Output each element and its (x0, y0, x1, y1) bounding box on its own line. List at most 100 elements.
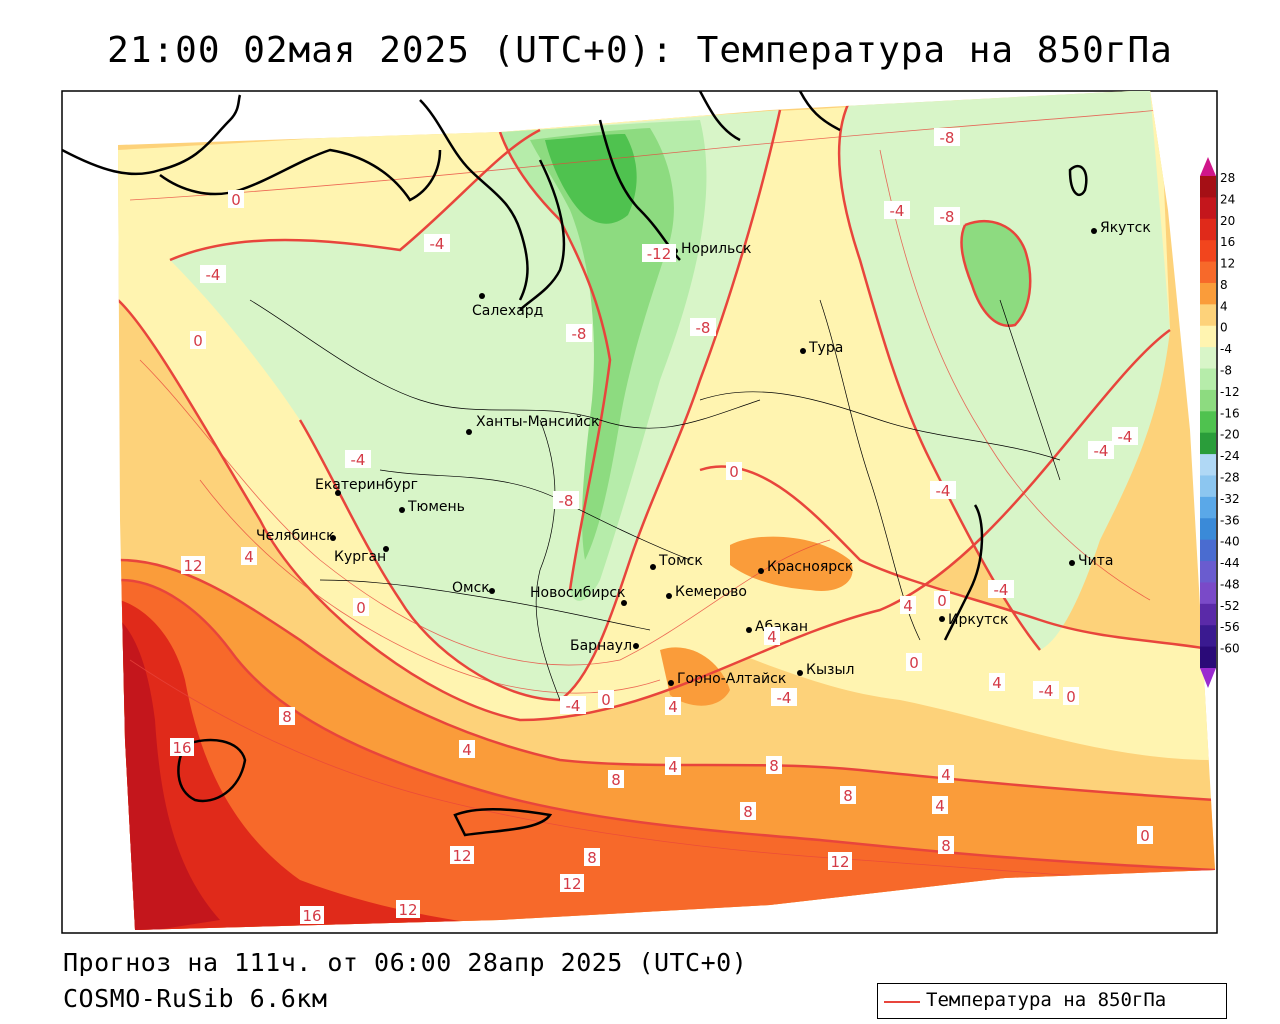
colorbar: 28 24 20 16 12 8 4 0 -4 -8 -12 -16 -20 -24 -28 -32 -36 -4… (1200, 157, 1240, 688)
coastline (62, 91, 1088, 837)
zone-warm-altai (660, 647, 730, 706)
zone-warm-krasnoyarsk (730, 536, 853, 591)
colorbar-tick-label: 0 (1220, 321, 1228, 335)
colorbar-cell (1200, 368, 1216, 391)
isotherm-label: 4 (935, 797, 945, 815)
isotherm-label: 4 (992, 674, 1002, 692)
colorbar-tick-label: -56 (1220, 620, 1240, 634)
isotherm-label: 0 (1066, 688, 1076, 706)
isotherm-label: 8 (843, 787, 853, 805)
city-label-tyumen: Тюмень (407, 499, 465, 515)
isotherm-label: -8 (559, 492, 574, 510)
city-label-gorno-altaysk: Горно-Алтайск (677, 671, 786, 687)
isotherm-thin-lines (129, 109, 1215, 886)
isotherm-label: 16 (302, 907, 321, 925)
isotherm-label: 4 (903, 597, 913, 615)
isotherm-label: 0 (231, 191, 241, 209)
isotherm-label: 8 (769, 757, 779, 775)
isotherm-label: 8 (587, 849, 597, 867)
colorbar-bottom-arrow (1200, 668, 1216, 688)
model-info: COSMO-RuSib 6.6км (63, 984, 328, 1013)
colorbar-tick-label: -52 (1220, 599, 1240, 613)
colorbar-cell (1200, 454, 1216, 476)
colorbar-cell (1200, 197, 1216, 220)
isotherm-label: 0 (909, 654, 919, 672)
city-dot (666, 593, 672, 599)
city-dot (489, 588, 495, 594)
colorbar-cell (1200, 411, 1216, 434)
colorbar-tick-label: 24 (1220, 192, 1235, 206)
city-dot (650, 564, 656, 570)
city-label-salekhard: Салехард (472, 303, 543, 319)
city-dot (330, 535, 336, 541)
colorbar-tick-label: -24 (1220, 449, 1240, 463)
colorbar-tick-label: 28 (1220, 171, 1235, 185)
city-labels: Салехард Норильск Якутск Тура Ханты-Манс… (256, 220, 1151, 687)
zone-12-16 (118, 580, 1215, 930)
isotherm-label: -4 (1118, 428, 1133, 446)
colorbar-top-arrow (1200, 157, 1216, 176)
isotherm-label: -4 (206, 266, 221, 284)
isotherm-label: 0 (193, 332, 203, 350)
colorbar-cell (1200, 176, 1216, 198)
isotherm-label: -4 (1039, 682, 1054, 700)
city-dot (668, 680, 674, 686)
colorbar-tick-label: -60 (1220, 642, 1240, 656)
isotherm-label: -8 (572, 325, 587, 343)
isotherm-label: -4 (430, 235, 445, 253)
city-label-khanty-mansiysk: Ханты-Мансийск (476, 414, 599, 430)
city-label-norilsk: Норильск (681, 241, 751, 257)
colorbar-tick-label: -44 (1220, 556, 1240, 570)
city-label-krasnoyarsk: Красноярск (767, 559, 853, 575)
isotherm-label: -12 (647, 245, 672, 263)
isotherm-label: -8 (696, 319, 711, 337)
city-dot (633, 643, 639, 649)
isotherm-label: -4 (351, 451, 366, 469)
city-dot (399, 507, 405, 513)
colorbar-cell (1200, 561, 1216, 583)
isotherm-label: 8 (941, 837, 951, 855)
colorbar-tick-label: -12 (1220, 385, 1240, 399)
zone-minus16-12 (545, 134, 637, 224)
colorbar-cell (1200, 625, 1216, 648)
colorbar-cell (1200, 496, 1216, 519)
city-label-kemerovo: Кемерово (675, 584, 747, 600)
city-label-kyzyl: Кызыл (806, 662, 854, 678)
colorbar-tick-label: -4 (1220, 342, 1232, 356)
isotherm-label: 12 (398, 901, 417, 919)
colorbar-tick-label: -8 (1220, 364, 1232, 378)
legend-box: Температура на 850гПа (877, 983, 1227, 1019)
city-dot (746, 627, 752, 633)
isotherm-label: -4 (566, 697, 581, 715)
isotherm-label: -4 (890, 202, 905, 220)
city-dot (383, 546, 389, 552)
isotherm-label: -4 (777, 689, 792, 707)
colorbar-tick-label: -36 (1220, 513, 1240, 527)
legend-label: Температура на 850гПа (926, 989, 1167, 1011)
colorbar-cell (1200, 475, 1216, 498)
colorbar-cell (1200, 603, 1216, 626)
zone-minus4-0-east (839, 91, 1170, 650)
colorbar-tick-label: 4 (1220, 299, 1228, 313)
isotherm-label: -4 (1094, 442, 1109, 460)
isotherm-label: -4 (994, 581, 1009, 599)
isotherm-label: 0 (729, 463, 739, 481)
city-dot (621, 600, 627, 606)
colorbar-tick-label: 16 (1220, 235, 1235, 249)
colorbar-tick-label: -28 (1220, 470, 1240, 484)
colorbar-cell (1200, 240, 1216, 263)
city-dot (939, 616, 945, 622)
isotherm-label: 4 (668, 758, 678, 776)
city-label-kurgan: Курган (334, 549, 386, 565)
isotherm-label: 0 (601, 691, 611, 709)
map-title: 21:00 02мая 2025 (UTC+0): Температура на… (107, 30, 1173, 71)
isotherm-label: 4 (462, 741, 472, 759)
legend-line-swatch (884, 1001, 920, 1003)
colorbar-cell (1200, 304, 1216, 327)
city-label-abakan: Абакан (755, 619, 808, 635)
city-label-chita: Чита (1078, 553, 1113, 569)
isotherm-label: 12 (562, 875, 581, 893)
isotherm-label: 0 (356, 599, 366, 617)
city-label-barnaul: Барнаул (570, 638, 632, 654)
